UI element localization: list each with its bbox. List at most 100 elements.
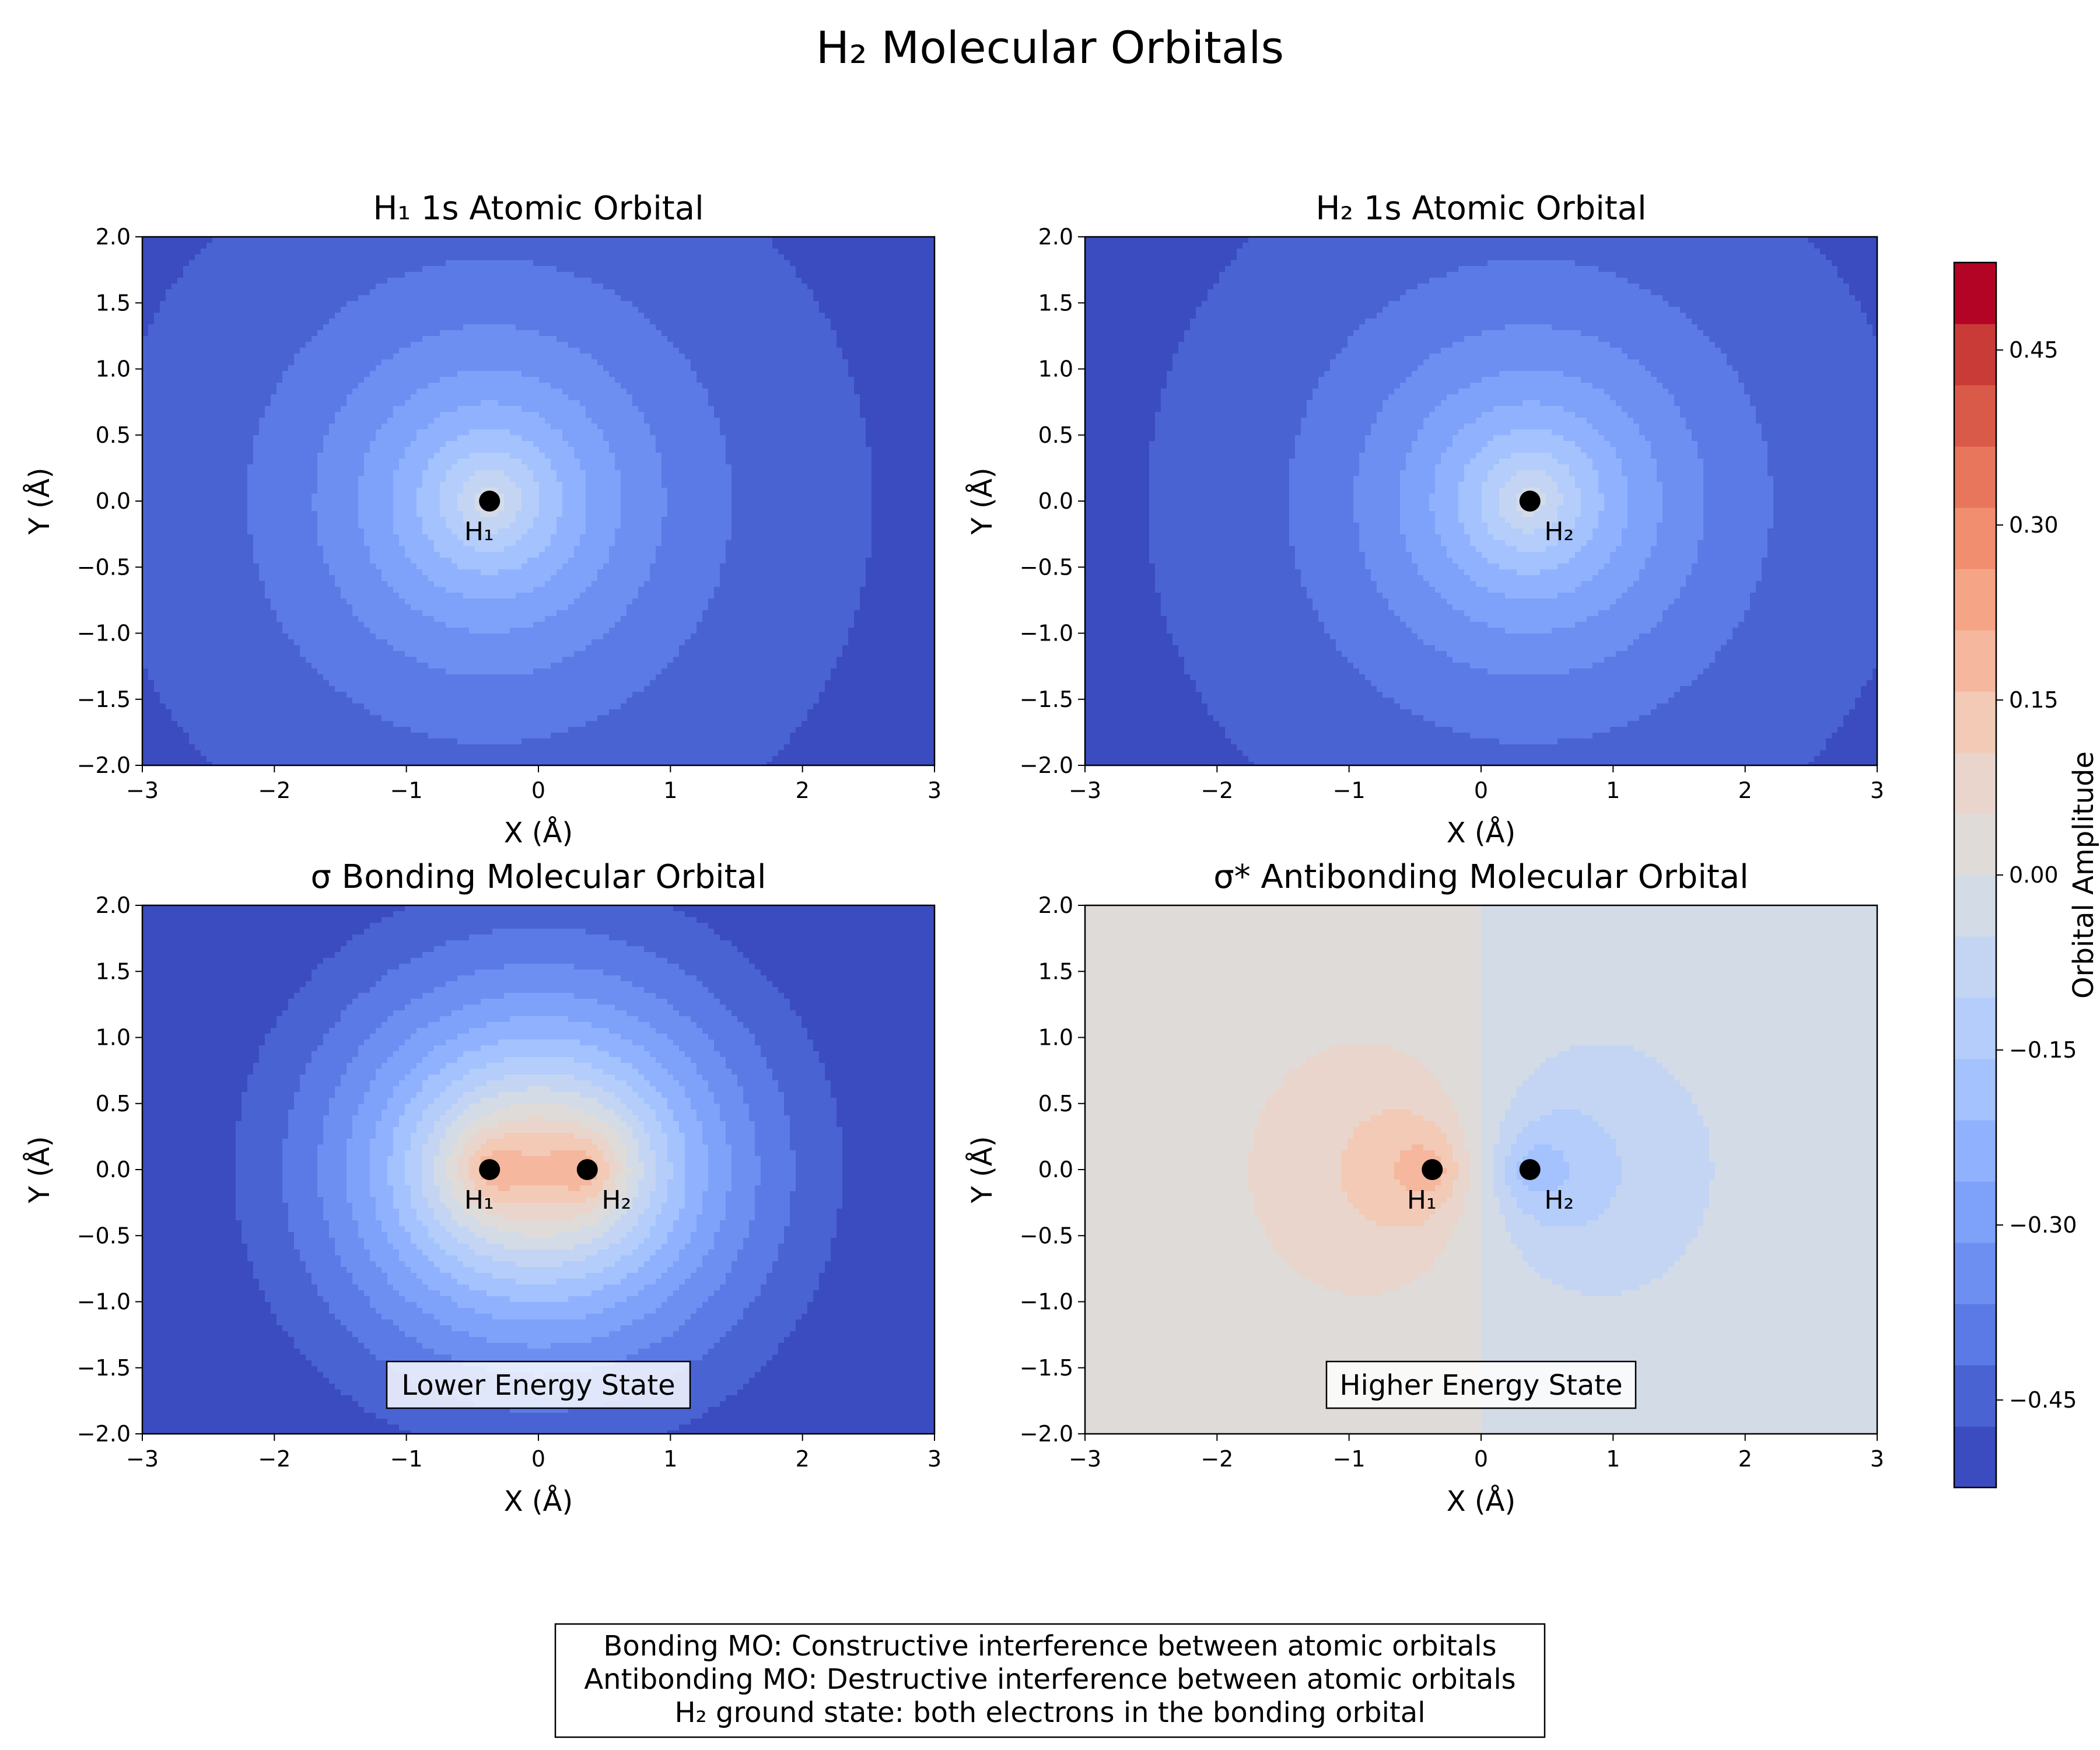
x-axis-label: X (Å): [504, 816, 573, 849]
y-tick-label: 0.5: [1038, 422, 1073, 448]
y-tick-label: −0.5: [1020, 554, 1073, 580]
y-tick-label: 1.0: [1038, 356, 1073, 382]
note-line: Antibonding MO: Destructive interference…: [584, 1663, 1516, 1696]
colorbar-band: [1954, 998, 1996, 1059]
colorbar-band: [1954, 1120, 1996, 1182]
colorbar-band: [1954, 814, 1996, 876]
colorbar-band: [1954, 324, 1996, 386]
energy-state-box: [1325, 1360, 1637, 1409]
colorbar-tick-label: −0.15: [2009, 1037, 2077, 1063]
colorbar-label: Orbital Amplitude: [2067, 751, 2100, 999]
atom-marker: [1519, 1159, 1541, 1180]
colorbar-tick-label: 0.15: [2009, 687, 2059, 713]
x-axis-label: X (Å): [504, 1485, 573, 1518]
x-tick-label: −3: [1069, 778, 1101, 803]
atom-label: H₁: [464, 1185, 494, 1215]
panel-h1: H₁ 1s Atomic Orbital −3 −2 −1 0 1 2 3 −2.0 −1.5 −1…: [23, 190, 942, 849]
energy-state-box: [386, 1360, 691, 1409]
x-axis-label: X (Å): [1447, 816, 1516, 849]
y-tick-label: −1.5: [77, 1355, 131, 1381]
x-tick-label: 1: [1606, 778, 1620, 803]
y-tick-label: 1.0: [96, 1025, 131, 1051]
colorbar-tick-label: −0.45: [2009, 1387, 2077, 1413]
energy-state-label: Lower Energy State: [401, 1369, 675, 1402]
x-tick-label: 0: [531, 778, 545, 803]
x-tick-label: −3: [126, 1446, 159, 1472]
y-tick-label: 1.5: [1038, 958, 1073, 984]
colorbar-band: [1954, 1365, 1996, 1427]
y-tick-label: 1.0: [96, 356, 131, 382]
y-tick-label: −1.0: [77, 621, 131, 646]
y-tick-label: −2.0: [1020, 1421, 1073, 1447]
atom-label: H₂: [601, 1185, 631, 1215]
colorbar-band: [1954, 1304, 1996, 1366]
x-tick-label: −2: [258, 1446, 290, 1472]
x-tick-label: 3: [928, 1446, 942, 1472]
panel-title: σ* Antibonding Molecular Orbital: [1213, 858, 1748, 896]
colorbar: −0.45 −0.30 −0.15 0.00 0.15 0.30 0.45 Orbital A…: [1953, 261, 2100, 1489]
x-tick-label: −3: [126, 778, 159, 803]
x-tick-label: 0: [1474, 778, 1488, 803]
colorbar-band: [1954, 1181, 1996, 1243]
y-tick-label: −1.5: [77, 687, 131, 712]
x-tick-label: 0: [1474, 1446, 1488, 1472]
panel-anti: σ* Antibonding Molecular Orbital −3 −2 −1 0 1…: [965, 858, 1884, 1518]
x-tick-label: −3: [1069, 1446, 1101, 1472]
atom-marker: [479, 491, 501, 512]
atom-marker: [1422, 1159, 1443, 1180]
atom-marker: [479, 1159, 501, 1180]
y-tick-label: −2.0: [77, 752, 131, 778]
y-tick-label: 0.0: [96, 1157, 131, 1182]
x-tick-label: −2: [1200, 778, 1233, 803]
x-tick-label: −1: [1333, 778, 1366, 803]
atom-label: H₁: [1407, 1185, 1437, 1215]
x-tick-label: 0: [531, 1446, 545, 1472]
y-tick-label: 1.5: [96, 290, 131, 316]
y-tick-label: −1.0: [77, 1289, 131, 1315]
colorbar-tick-label: 0.45: [2009, 337, 2059, 363]
colorbar-band: [1954, 508, 1996, 569]
x-tick-label: 2: [1738, 778, 1752, 803]
atom-label: H₂: [1544, 517, 1574, 547]
note-box: [554, 1623, 1546, 1738]
colorbar-band: [1954, 752, 1996, 814]
y-axis-label: Y (Å): [965, 1136, 999, 1204]
panel-title: H₂ 1s Atomic Orbital: [1315, 190, 1646, 228]
y-tick-label: −0.5: [77, 554, 131, 580]
x-tick-label: 2: [1738, 1446, 1752, 1472]
y-tick-label: −2.0: [1020, 752, 1073, 778]
x-tick-label: −1: [390, 1446, 423, 1472]
y-tick-label: 2.0: [1038, 224, 1073, 250]
colorbar-tick-label: 0.00: [2009, 862, 2059, 888]
y-tick-label: 2.0: [1038, 892, 1073, 918]
heatmap-h2: [1085, 237, 1877, 765]
note-line: Bonding MO: Constructive interference be…: [603, 1630, 1496, 1662]
y-tick-label: −2.0: [77, 1421, 131, 1447]
note-line: H₂ ground state: both electrons in the b…: [674, 1696, 1425, 1729]
x-tick-label: −1: [390, 778, 423, 803]
colorbar-band: [1954, 1242, 1996, 1304]
x-tick-label: 2: [796, 778, 810, 803]
heatmap-h1: [142, 237, 935, 765]
energy-state-label: Higher Energy State: [1339, 1369, 1622, 1402]
colorbar-band: [1954, 630, 1996, 692]
y-tick-label: 1.5: [96, 958, 131, 984]
atom-label: H₁: [464, 517, 494, 547]
y-tick-label: 0.0: [1038, 1157, 1073, 1182]
y-tick-label: −1.5: [1020, 687, 1073, 712]
x-tick-label: 1: [663, 778, 677, 803]
colorbar-band: [1954, 936, 1996, 998]
x-tick-label: −2: [258, 778, 290, 803]
x-tick-label: 3: [928, 778, 942, 803]
y-tick-label: 1.5: [1038, 290, 1073, 316]
y-axis-label: Y (Å): [23, 468, 56, 536]
y-tick-label: −1.5: [1020, 1355, 1073, 1381]
colorbar-band: [1954, 875, 1996, 937]
x-tick-label: 3: [1870, 778, 1884, 803]
y-tick-label: −0.5: [1020, 1223, 1073, 1248]
colorbar-band: [1954, 1426, 1996, 1488]
y-tick-label: −1.0: [1020, 1289, 1073, 1315]
panel-title: σ Bonding Molecular Orbital: [310, 858, 766, 896]
atom-marker: [1519, 491, 1541, 512]
